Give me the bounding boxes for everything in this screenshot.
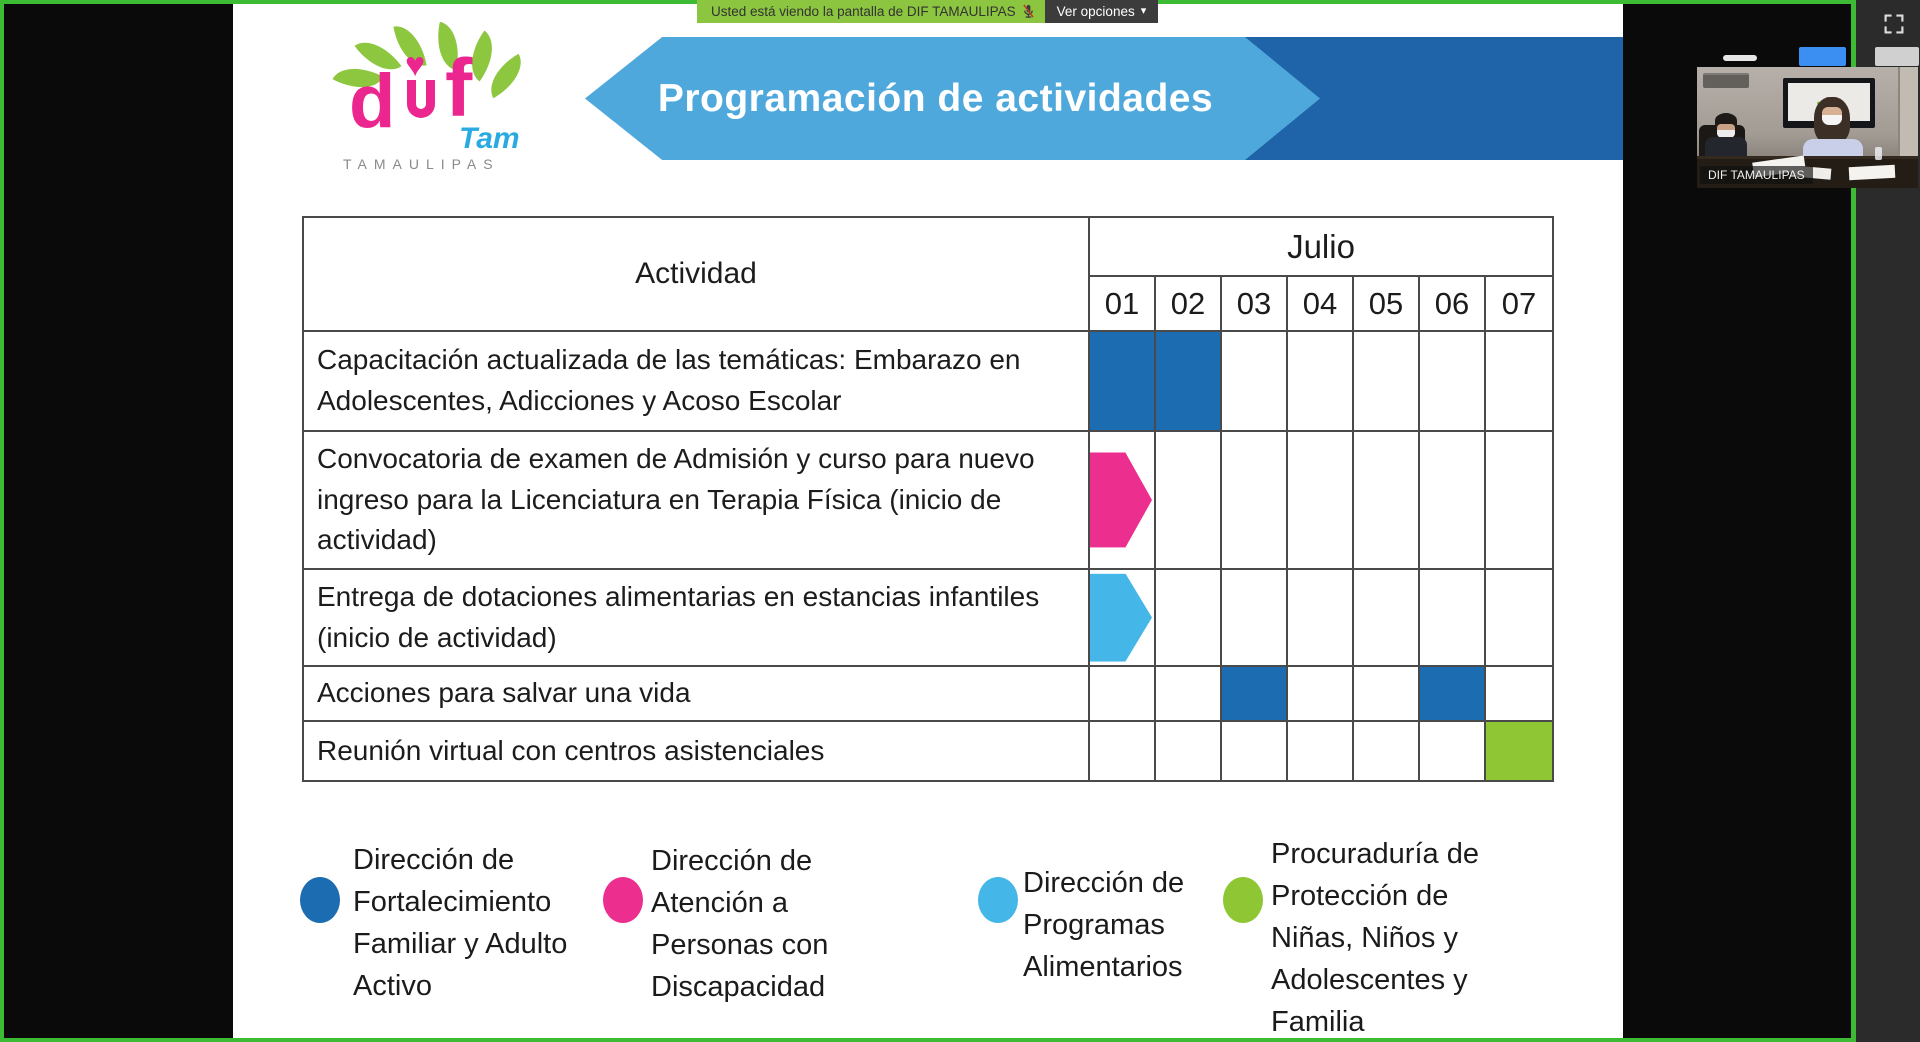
dif-tamaulipas-logo: d ♥ f Tam TAMAULIPAS — [332, 21, 532, 174]
gantt-cell — [1222, 432, 1288, 570]
gantt-cell — [1222, 570, 1288, 667]
day-header: 03 — [1222, 277, 1288, 332]
legend-label: Dirección de Programas Alimentarios — [1023, 867, 1185, 984]
gantt-cell — [1156, 722, 1222, 780]
gantt-cell — [1354, 667, 1420, 722]
fullscreen-icon — [1884, 14, 1904, 34]
gantt-cell — [1486, 722, 1552, 780]
hands-icon — [407, 80, 435, 118]
screen-share-message-text: Usted está viendo la pantalla de DIF TAM… — [711, 4, 1016, 19]
share-border-bottom — [0, 1038, 1856, 1042]
minimize-video-button[interactable] — [1723, 55, 1757, 61]
gantt-cell — [1420, 667, 1486, 722]
activity-label: Entrega de dotaciones alimentarias en es… — [304, 570, 1090, 667]
video-view-active-button[interactable] — [1799, 47, 1846, 66]
gantt-cell — [1156, 332, 1222, 432]
chevron-down-icon: ▾ — [1140, 5, 1147, 17]
view-options-label: Ver opciones — [1056, 4, 1135, 19]
day-header: 01 — [1090, 277, 1156, 332]
screen-share-message: Usted está viendo la pantalla de DIF TAM… — [697, 0, 1045, 23]
activity-label: Capacitación actualizada de las temática… — [304, 332, 1090, 432]
video-view-button[interactable] — [1875, 47, 1919, 66]
legend-dot — [1223, 877, 1263, 923]
gantt-cell — [1090, 722, 1156, 780]
day-header: 05 — [1354, 277, 1420, 332]
gantt-cell — [1486, 432, 1552, 570]
gantt-cell — [1090, 570, 1156, 667]
gantt-cell — [1420, 332, 1486, 432]
column-header-month: Julio — [1090, 218, 1552, 277]
gantt-cell — [1090, 332, 1156, 432]
screen-share-notification-bar: Usted está viendo la pantalla de DIF TAM… — [697, 0, 1159, 23]
gantt-cell — [1156, 432, 1222, 570]
day-header: 06 — [1420, 277, 1486, 332]
gantt-cell — [1354, 722, 1420, 780]
participant-name-label: DIF TAMAULIPAS — [1700, 166, 1813, 184]
glass — [1875, 147, 1882, 160]
logo-letter-f: f — [445, 43, 473, 134]
gantt-cell — [1486, 667, 1552, 722]
gantt-cell — [1420, 432, 1486, 570]
logo-region-text: TAMAULIPAS — [343, 156, 500, 172]
gantt-cell — [1222, 722, 1288, 780]
slide-title: Programación de actividades — [657, 76, 1214, 120]
logo-letter-d: d — [349, 59, 396, 144]
gantt-cell — [1420, 722, 1486, 780]
person-left-mask — [1717, 130, 1735, 138]
legend-label: Dirección de Atención a Personas con Dis… — [651, 845, 829, 1004]
gantt-cell — [1486, 332, 1552, 432]
air-conditioner — [1703, 73, 1749, 88]
activity-label: Convocatoria de examen de Admisión y cur… — [304, 432, 1090, 570]
gantt-cell — [1420, 570, 1486, 667]
gantt-cell — [1090, 667, 1156, 722]
heart-icon: ♥ — [405, 46, 426, 84]
gantt-cell — [1288, 432, 1354, 570]
legend: Dirección de Fortalecimiento Familiar y … — [233, 833, 1623, 1038]
gantt-cell — [1486, 570, 1552, 667]
day-header: 07 — [1486, 277, 1552, 332]
banner-light-arrow: Programación de actividades — [585, 37, 1320, 160]
gantt-cell — [1288, 722, 1354, 780]
day-header: 04 — [1288, 277, 1354, 332]
view-options-button[interactable]: Ver opciones ▾ — [1044, 0, 1159, 23]
gantt-cell — [1288, 570, 1354, 667]
gantt-cell — [1222, 667, 1288, 722]
share-border-left — [0, 0, 4, 1042]
fullscreen-button[interactable] — [1882, 12, 1906, 36]
gantt-cell — [1288, 667, 1354, 722]
legend-label: Dirección de Fortalecimiento Familiar y … — [353, 844, 568, 1003]
share-border-right — [1851, 0, 1856, 1042]
legend-dot — [603, 877, 643, 923]
legend-label: Procuraduría de Protección de Niñas, Niñ… — [1271, 838, 1479, 1039]
activity-schedule-table: Actividad Julio 01 02 03 04 05 06 07 Cap… — [302, 216, 1554, 782]
activity-label: Acciones para salvar una vida — [304, 667, 1090, 722]
column-header-activity: Actividad — [304, 218, 1090, 332]
gantt-cell — [1288, 332, 1354, 432]
gantt-cell — [1222, 332, 1288, 432]
activity-label: Reunión virtual con centros asistenciale… — [304, 722, 1090, 780]
gantt-cell — [1354, 432, 1420, 570]
person-right-mask — [1822, 115, 1842, 125]
gantt-cell — [1354, 332, 1420, 432]
paper — [1848, 164, 1896, 181]
gantt-cell — [1156, 570, 1222, 667]
legend-dot — [978, 877, 1018, 923]
gantt-cell — [1156, 667, 1222, 722]
day-header: 02 — [1156, 277, 1222, 332]
shared-screen-slide: d ♥ f Tam TAMAULIPAS Programación de act… — [233, 4, 1623, 1038]
gantt-cell — [1354, 570, 1420, 667]
legend-dot — [300, 877, 340, 923]
mic-muted-icon — [1022, 4, 1034, 18]
logo-tam-script: Tam — [459, 122, 520, 155]
gantt-cell — [1090, 432, 1156, 570]
